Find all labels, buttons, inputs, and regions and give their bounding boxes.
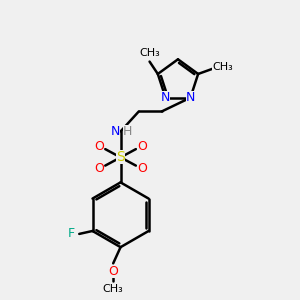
Text: CH₃: CH₃ <box>212 62 233 72</box>
Text: N: N <box>161 91 170 104</box>
Text: N: N <box>186 91 195 104</box>
Text: O: O <box>108 265 118 278</box>
Text: F: F <box>68 227 75 240</box>
Text: S: S <box>116 150 125 164</box>
Text: N: N <box>111 125 120 138</box>
Text: O: O <box>137 162 147 175</box>
Text: O: O <box>137 140 147 153</box>
Text: CH₃: CH₃ <box>139 48 160 58</box>
Text: H: H <box>123 125 132 138</box>
Text: O: O <box>94 140 104 153</box>
Text: CH₃: CH₃ <box>103 284 124 294</box>
Text: O: O <box>94 162 104 175</box>
